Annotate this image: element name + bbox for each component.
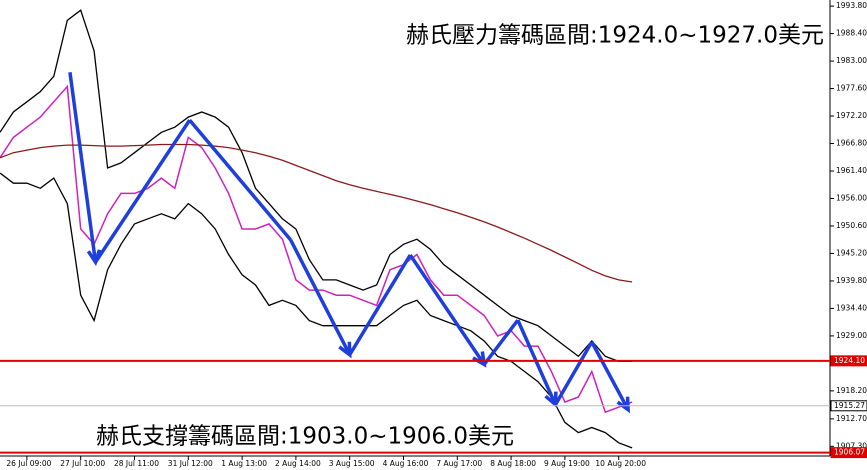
series-line: [0, 143, 633, 283]
y-tick-label: 1993.80: [836, 1, 867, 10]
y-tick-label: 1907.30: [836, 441, 867, 450]
x-tick-label: 4 Aug 16:00: [383, 459, 429, 468]
y-tick-label: 1972.20: [836, 111, 867, 120]
y-tick-label: 1950.60: [836, 221, 867, 230]
x-tick-label: 27 Jul 10:00: [60, 459, 105, 468]
level-label: 1906.07: [834, 448, 865, 457]
y-tick-label: 1912.70: [836, 414, 867, 423]
y-tick-label: 1977.60: [836, 84, 867, 93]
y-tick-label: 1966.80: [836, 139, 867, 148]
y-tick-label: 1939.80: [836, 276, 867, 285]
y-tick-label: 1961.40: [836, 166, 867, 175]
level-label: 1924.10: [834, 356, 865, 365]
trend-arrow: [553, 341, 594, 406]
y-tick-label: 1945.20: [836, 248, 867, 257]
trend-arrow: [482, 319, 520, 366]
annotation: 赫氏支撐籌碼區間:1903.0~1906.0美元: [96, 424, 514, 450]
x-tick-label: 9 Aug 19:00: [544, 459, 590, 468]
y-tick-label: 1988.40: [836, 29, 867, 38]
y-tick-label: 1956.00: [836, 193, 867, 202]
trend-arrow: [348, 254, 412, 356]
trend-arrow: [288, 238, 352, 356]
annotation: 赫氏壓力籌碼區間:1924.0~1927.0美元: [406, 23, 824, 49]
x-tick-label: 8 Aug 18:00: [490, 459, 536, 468]
trend-arrow: [590, 341, 630, 411]
trend-arrow: [408, 254, 486, 366]
trend-arrow: [188, 118, 292, 241]
x-tick-label: 3 Aug 15:00: [329, 459, 375, 468]
y-tick-label: 1918.20: [836, 386, 867, 395]
x-tick-label: 31 Jul 12:00: [168, 459, 213, 468]
series-line: [0, 172, 633, 449]
y-tick-label: 1934.40: [836, 303, 867, 312]
level-badge: [830, 400, 867, 412]
level-label: 1915.27: [834, 401, 865, 410]
trend-arrow: [68, 72, 98, 263]
arrow-head: [616, 396, 631, 414]
x-tick-label: 10 Aug 20:00: [595, 459, 646, 468]
level-badge: [830, 447, 867, 459]
x-tick-label: 28 Jul 11:00: [114, 459, 159, 468]
x-tick-label: 7 Aug 17:00: [436, 459, 482, 468]
x-tick-label: 2 Aug 14:00: [275, 459, 321, 468]
trend-arrow: [94, 119, 192, 264]
y-tick-label: 1983.00: [836, 56, 867, 65]
x-tick-label: 26 Jul 09:00: [6, 459, 51, 468]
trend-arrow: [516, 319, 558, 406]
level-badge: [830, 355, 867, 367]
series-line: [0, 9, 633, 363]
y-tick-label: 1929.00: [836, 331, 867, 340]
x-tick-label: 1 Aug 13:00: [221, 459, 267, 468]
